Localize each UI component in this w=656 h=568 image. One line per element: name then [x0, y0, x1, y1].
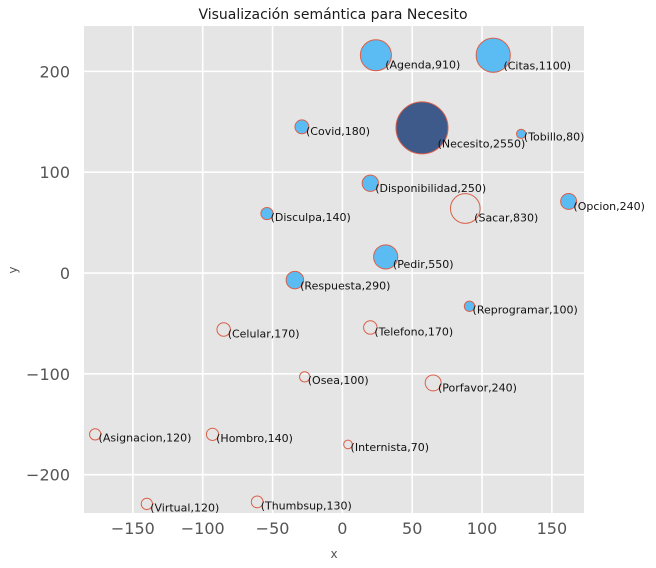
point-covid: [294, 119, 310, 135]
point-pedir: [373, 244, 399, 270]
point-thumbsup: [250, 495, 264, 509]
point-label-opcion: (Opcion,240): [573, 200, 645, 213]
y-tick-label: −100: [26, 365, 70, 384]
point-osea: [299, 371, 311, 383]
point-celular: [216, 322, 231, 337]
point-citas: [475, 37, 511, 73]
point-agenda: [359, 39, 392, 72]
point-label-citas: (Citas,1100): [503, 59, 571, 72]
point-label-pedir: (Pedir,550): [393, 258, 454, 271]
point-label-osea: (Osea,100): [308, 374, 369, 387]
point-label-telefono: (Telefono,170): [374, 326, 453, 339]
point-label-celular: (Celular,170): [228, 328, 300, 341]
point-internista: [343, 439, 353, 450]
grid-lines: [84, 26, 584, 513]
point-reprogramar: [463, 300, 476, 312]
tick-labels: −150 −100 −50 0 50 100 150 −200 −100 0 100 200: [26, 62, 567, 538]
point-label-covid: (Covid,180): [306, 125, 370, 138]
x-tick-label: 50: [402, 519, 422, 538]
point-hombro: [205, 427, 220, 441]
point-label-necesito: (Necesito,2550): [438, 137, 526, 150]
y-tick-label: −200: [26, 466, 70, 485]
y-axis-label: y: [6, 266, 20, 273]
point-label-porfavor: (Porfavor,240): [438, 382, 517, 395]
point-label-sacar: (Sacar,830): [474, 211, 538, 224]
point-label-virtual: (Virtual,120): [150, 501, 219, 514]
y-tick-label: 0: [60, 264, 70, 283]
point-label-agenda: (Agenda,910): [385, 59, 460, 72]
point-sacar: [449, 193, 481, 224]
x-tick-label: −100: [181, 519, 225, 538]
point-label-disculpa: (Disculpa,140): [271, 211, 351, 224]
point-porfavor: [424, 374, 442, 392]
y-tick-label: 200: [39, 62, 70, 81]
chart-title: Visualización semántica para Necesito: [198, 7, 467, 23]
point-disponibilidad: [361, 174, 379, 192]
point-telefono: [363, 320, 378, 335]
data-points: (Necesito,2550) (Agenda,910) (Citas,1100) (…: [89, 37, 645, 514]
x-axis-label: x: [330, 547, 337, 561]
x-tick-label: 100: [467, 519, 498, 538]
point-disculpa: [260, 206, 274, 221]
point-respuesta: [285, 270, 305, 290]
point-label-asignacion: (Asignacion,120): [99, 432, 192, 445]
point-label-reprogramar: (Reprogramar,100): [473, 303, 578, 316]
point-necesito: [395, 101, 449, 155]
point-label-internista: (Internista,70): [351, 441, 430, 454]
point-label-thumbsup: (Thumbsup,130): [261, 499, 352, 512]
plot-background: [84, 26, 584, 513]
x-tick-label: 0: [337, 519, 347, 538]
x-tick-label: −150: [111, 519, 155, 538]
point-opcion: [560, 192, 578, 210]
point-label-respuesta: (Respuesta,290): [300, 279, 390, 292]
x-tick-label: −50: [256, 519, 290, 538]
point-label-tobillo: (Tobillo,80): [524, 131, 585, 144]
x-tick-label: 150: [537, 519, 568, 538]
point-label-disponibilidad: (Disponibilidad,250): [375, 182, 486, 195]
point-tobillo: [516, 128, 527, 139]
point-asignacion: [89, 428, 102, 441]
point-virtual: [140, 497, 153, 511]
point-label-hombro: (Hombro,140): [216, 432, 293, 445]
y-tick-label: 100: [39, 163, 70, 182]
